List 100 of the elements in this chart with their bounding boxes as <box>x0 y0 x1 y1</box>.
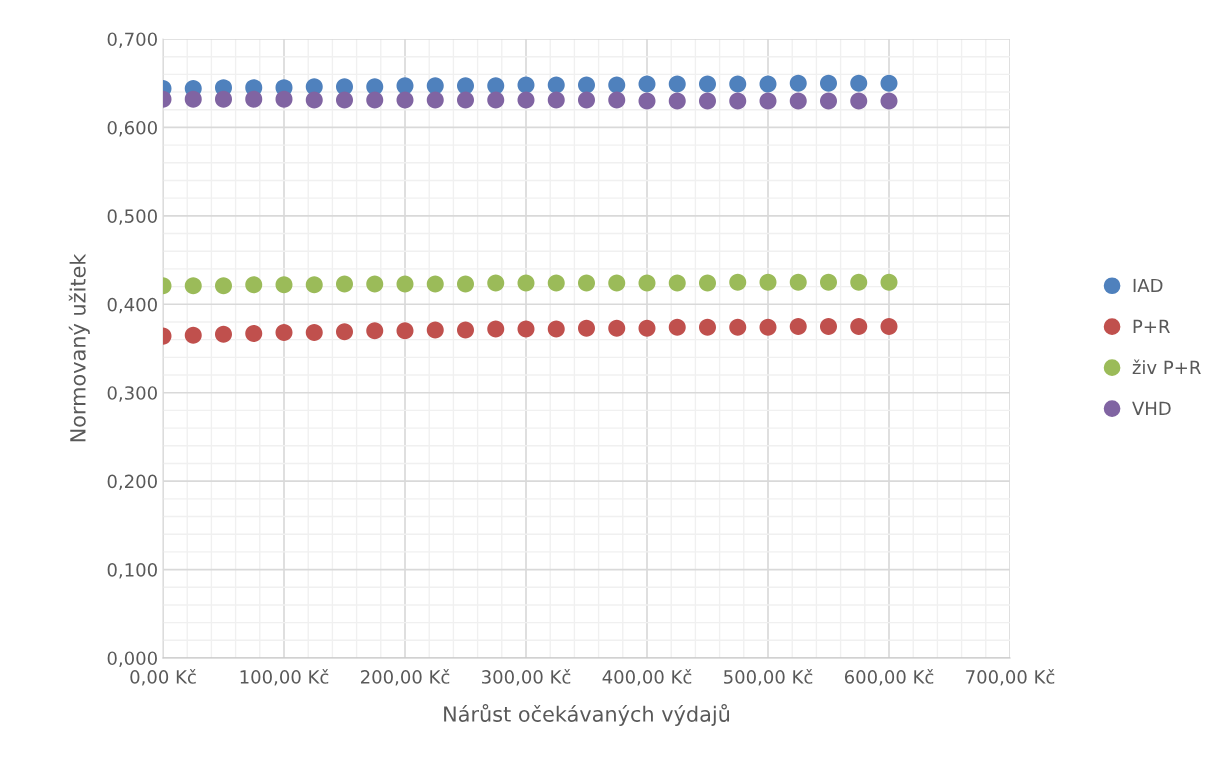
point <box>577 319 596 337</box>
y-tick-label: 0,400 <box>107 297 157 314</box>
point <box>638 274 656 292</box>
y-tick-label: 0,500 <box>107 209 157 225</box>
point <box>517 76 535 94</box>
x-axis-title: Nárůst očekávaných výdajů <box>444 703 729 726</box>
point <box>850 74 868 92</box>
point <box>426 91 444 109</box>
point <box>547 91 565 109</box>
point <box>456 275 475 293</box>
point <box>396 275 414 293</box>
point <box>608 319 626 337</box>
point <box>850 92 868 110</box>
point <box>759 75 777 93</box>
point <box>759 273 777 291</box>
point <box>335 91 354 109</box>
point <box>880 74 898 92</box>
point <box>729 318 747 336</box>
point <box>789 92 807 110</box>
point <box>759 318 777 336</box>
legend-label: IAD <box>1133 278 1163 293</box>
point <box>668 274 686 292</box>
point <box>487 77 505 95</box>
point <box>456 77 475 95</box>
point <box>245 90 263 108</box>
point <box>366 91 384 109</box>
point <box>517 320 535 338</box>
point <box>275 276 293 294</box>
point <box>850 317 868 335</box>
point <box>487 274 505 292</box>
point <box>517 274 535 292</box>
point <box>214 325 233 343</box>
y-tick-label: 0,700 <box>107 32 157 48</box>
point <box>729 75 747 93</box>
point <box>668 75 686 93</box>
point <box>396 91 414 109</box>
point <box>577 76 596 94</box>
point <box>638 75 656 93</box>
point <box>335 323 354 341</box>
point <box>214 277 233 295</box>
legend-label: P+R <box>1133 319 1170 334</box>
point <box>819 273 838 291</box>
x-tick-label: 600,00 Kč <box>844 669 934 686</box>
point <box>668 318 686 336</box>
point <box>608 76 626 94</box>
point <box>698 75 717 93</box>
point <box>789 74 807 92</box>
point <box>638 92 656 110</box>
point <box>305 324 323 342</box>
point <box>214 90 233 108</box>
point <box>577 274 596 292</box>
point <box>608 274 626 292</box>
x-tick-label: 100,00 Kč <box>240 669 329 686</box>
point <box>819 92 838 110</box>
x-tick-label: 0,00 Kč <box>130 669 196 686</box>
point <box>456 91 475 109</box>
y-tick-label: 0,300 <box>107 386 157 402</box>
point <box>275 324 293 342</box>
point <box>608 91 626 109</box>
y-axis-title: Normovaný užitek <box>68 253 90 442</box>
point <box>426 321 444 339</box>
point <box>426 275 444 293</box>
point <box>184 326 202 344</box>
x-tick-label: 200,00 Kč <box>360 669 450 686</box>
point <box>880 273 898 291</box>
point <box>305 91 323 109</box>
y-tick-label: 0,200 <box>107 474 157 491</box>
point <box>366 275 384 293</box>
point <box>396 322 414 340</box>
legend-label: VHD <box>1132 401 1171 415</box>
point <box>366 322 384 340</box>
x-tick-label: 700,00 Kč <box>966 669 1055 686</box>
point <box>819 74 838 92</box>
point <box>184 277 202 295</box>
point <box>638 319 656 337</box>
y-tick-label: 0,100 <box>107 563 157 579</box>
point <box>789 273 807 291</box>
point <box>668 92 686 110</box>
point <box>759 92 777 110</box>
point <box>850 273 868 291</box>
point <box>698 274 717 292</box>
x-tick-label: 300,00 Kč <box>482 669 571 686</box>
point <box>335 275 354 293</box>
point <box>517 91 535 109</box>
point <box>456 321 475 339</box>
legend-label: živ P+R <box>1132 359 1201 374</box>
point <box>245 276 263 294</box>
point <box>487 91 505 109</box>
point <box>547 274 565 292</box>
point <box>184 90 202 108</box>
point <box>819 317 838 335</box>
x-tick-label: 500,00 Kč <box>724 669 813 686</box>
point <box>577 91 596 109</box>
y-tick-label: 0,000 <box>107 651 157 667</box>
point <box>275 90 293 108</box>
point <box>487 320 505 338</box>
point <box>729 92 747 110</box>
point <box>305 276 323 294</box>
point <box>880 92 898 110</box>
point <box>789 317 807 335</box>
